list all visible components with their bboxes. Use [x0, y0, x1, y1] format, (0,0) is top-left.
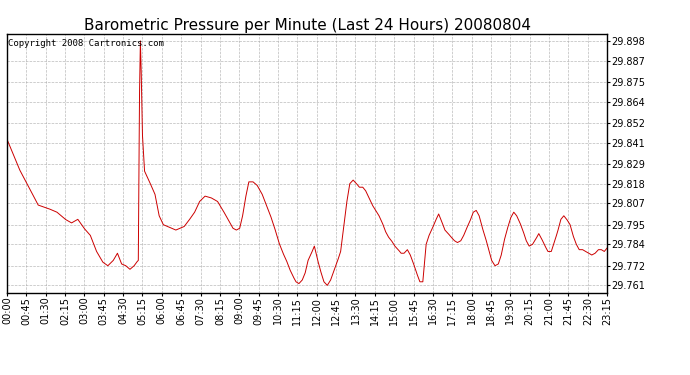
- Text: Copyright 2008 Cartronics.com: Copyright 2008 Cartronics.com: [8, 39, 164, 48]
- Title: Barometric Pressure per Minute (Last 24 Hours) 20080804: Barometric Pressure per Minute (Last 24 …: [83, 18, 531, 33]
